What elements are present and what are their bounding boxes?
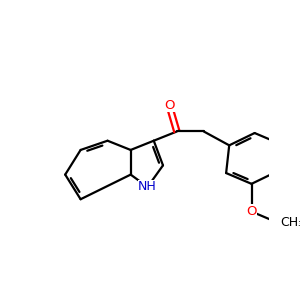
Text: CH₃: CH₃ [280,216,300,229]
Text: O: O [246,205,257,218]
Text: O: O [164,99,174,112]
Text: NH: NH [138,180,157,194]
